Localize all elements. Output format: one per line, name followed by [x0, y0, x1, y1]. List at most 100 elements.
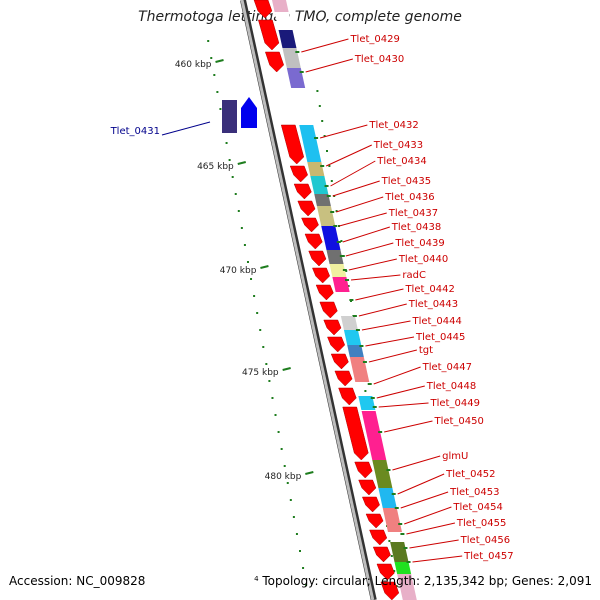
forward-gene-arrow	[361, 496, 380, 513]
forward-gene-arrow	[301, 217, 319, 233]
gene-tick	[370, 397, 375, 399]
callout-line	[301, 38, 349, 53]
gc-dot	[240, 227, 243, 229]
forward-gene-arrow	[358, 479, 377, 496]
gene-tick	[299, 71, 304, 73]
callout-line	[412, 555, 463, 563]
gene-label: Tlet_0454	[452, 502, 502, 513]
scale-tick	[215, 59, 224, 63]
cog-band	[321, 226, 341, 250]
cog-band	[278, 30, 297, 48]
gc-dot	[246, 261, 249, 263]
cog-band	[349, 357, 370, 382]
cog-band	[272, 0, 289, 12]
gene-label: Tlet_0447	[422, 362, 472, 373]
gc-dot	[228, 159, 231, 161]
gene-callouts: Tlet_0429 Tlet_0430 Tlet_0431 Tlet_0432 Tlet…	[110, 34, 514, 563]
gene-tick	[378, 431, 383, 433]
gc-dot	[253, 295, 256, 297]
cog-band	[310, 176, 329, 194]
forward-gene-arrow	[342, 406, 369, 461]
gene-tick	[359, 345, 364, 347]
gene-tick	[324, 185, 329, 187]
gc-dot	[326, 150, 328, 152]
gene-tick	[394, 507, 399, 509]
forward-gene-arrow	[293, 183, 312, 200]
gc-dot	[340, 240, 343, 242]
gc-dot	[393, 570, 396, 572]
gc-dot	[321, 120, 324, 122]
gene-tick	[345, 279, 350, 281]
gene-label: Tlet_0449	[430, 398, 480, 409]
cog-band	[382, 508, 402, 532]
gene-label: Tlet_0448	[426, 381, 476, 392]
callout-line	[332, 180, 380, 197]
gene-label: Tlet_0452	[445, 469, 495, 480]
gc-dot	[274, 414, 277, 416]
forward-gene-arrow	[253, 0, 273, 19]
cog-band	[329, 264, 347, 277]
gc-dot	[265, 363, 268, 365]
gc-dot	[268, 380, 271, 382]
gc-dot	[219, 108, 222, 110]
callout-line	[376, 385, 425, 399]
gc-dot	[302, 567, 305, 569]
gene-tick	[362, 361, 367, 363]
forward-gene-arrow	[354, 461, 373, 479]
gc-dot	[280, 448, 283, 450]
gc-dot	[347, 285, 350, 287]
callout-line	[406, 522, 456, 535]
scale-tick	[260, 265, 269, 269]
callout-line	[358, 303, 407, 317]
cog-band	[316, 206, 336, 226]
gene-label: Tlet_0450	[433, 416, 483, 427]
gene-label: Tlet_0455	[456, 518, 506, 529]
gene-tick	[314, 137, 319, 139]
gene-label: Tlet_0443	[408, 299, 458, 310]
gene-tick	[398, 523, 403, 525]
gene-label: Tlet_0433	[373, 140, 423, 151]
gc-dot	[259, 329, 262, 331]
callout-line	[373, 366, 421, 385]
callout-line	[305, 58, 353, 73]
cog-band	[340, 316, 358, 330]
forward-gene-arrow	[338, 387, 357, 406]
forward-gene-arrow	[297, 200, 316, 217]
scale-label: 465 kbp	[197, 162, 234, 172]
gc-dot	[299, 550, 301, 552]
gene-label: Tlet_0456	[460, 535, 510, 546]
gene-label: Tlet_0453	[449, 487, 499, 498]
cog-band	[372, 460, 393, 488]
scale-tick	[237, 161, 246, 165]
gc-dot	[390, 555, 393, 557]
forward-gene-arrow	[330, 353, 349, 370]
callout-line	[400, 491, 449, 509]
forward-gene-arrow	[334, 370, 353, 387]
scale-ticks: 460 kbp 465 kbp 470 kbp 475 kbp 480 kbp	[175, 59, 314, 482]
gene-tick	[386, 469, 391, 471]
cog-band	[347, 345, 364, 357]
gc-dot	[395, 585, 398, 587]
gc-dot	[207, 40, 210, 42]
gene-label: Tlet_0457	[463, 551, 513, 562]
gc-dot	[231, 176, 234, 178]
forward-gene-arrow	[304, 233, 323, 250]
gc-dot	[277, 431, 280, 433]
gene-label: Tlet_0436	[384, 192, 434, 203]
callout-line	[368, 349, 417, 363]
cog-band	[378, 488, 397, 508]
forward-gene-arrow	[264, 51, 284, 73]
gc-dot	[330, 180, 333, 182]
callout-line	[339, 212, 387, 227]
cog-band	[343, 330, 362, 345]
gene-label: Tlet_0432	[368, 120, 418, 131]
gene-tick	[342, 269, 347, 271]
cog-band	[390, 542, 409, 562]
gc-dot	[237, 210, 240, 212]
cog-band	[397, 574, 417, 600]
cog-band	[274, 12, 293, 30]
gene-tick	[333, 225, 338, 227]
map-title: Thermotoga lettingae TMO, complete genom…	[138, 9, 462, 25]
gc-dot	[216, 91, 219, 93]
gc-dot	[286, 482, 289, 484]
